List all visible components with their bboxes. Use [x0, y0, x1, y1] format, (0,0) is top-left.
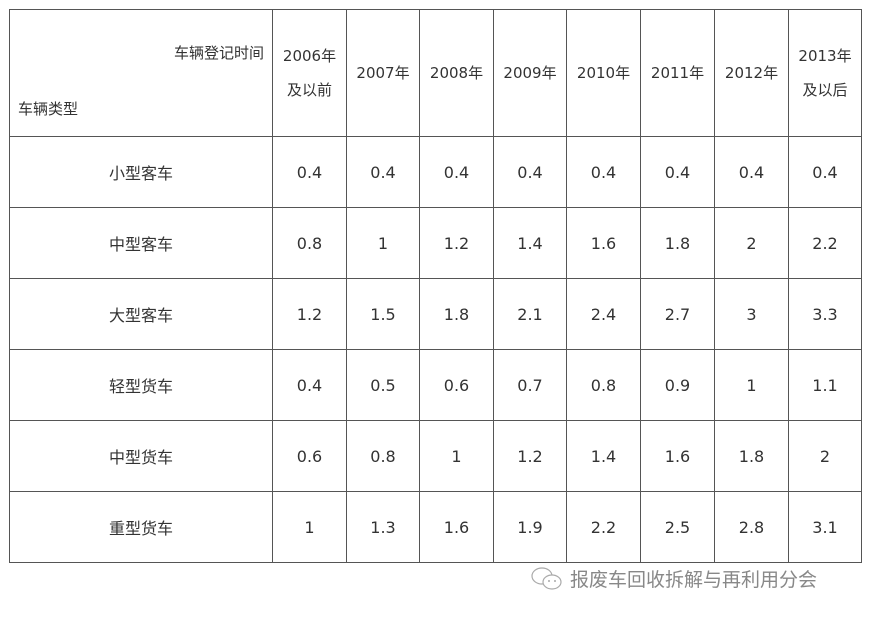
value-cell: 1	[346, 207, 420, 279]
value-cell: 2.1	[493, 278, 567, 350]
column-header: 2012年	[714, 9, 789, 137]
value-cell: 2.2	[788, 207, 862, 279]
value-cell: 1	[272, 491, 347, 563]
vehicle-type-cell: 重型货车	[9, 491, 273, 563]
value-cell: 0.4	[714, 136, 789, 208]
column-header-line: 2012年	[724, 64, 779, 82]
column-header-line: 及以后	[802, 81, 848, 99]
vehicle-type-cell: 大型客车	[9, 278, 273, 350]
value-cell: 0.6	[419, 349, 494, 421]
column-header: 2013年及以后	[788, 9, 862, 137]
value-cell: 1.3	[346, 491, 420, 563]
value-cell: 2.7	[640, 278, 715, 350]
value-cell: 3.3	[788, 278, 862, 350]
column-header: 2006年及以前	[272, 9, 347, 137]
value-cell: 2.4	[566, 278, 641, 350]
value-cell: 2.5	[640, 491, 715, 563]
value-cell: 1.4	[566, 420, 641, 492]
value-cell: 1.4	[493, 207, 567, 279]
vehicle-type-cell: 中型客车	[9, 207, 273, 279]
value-cell: 2.8	[714, 491, 789, 563]
column-header-line: 及以前	[286, 81, 332, 99]
value-cell: 0.4	[788, 136, 862, 208]
watermark-text: 报废车回收拆解与再利用分会	[570, 569, 818, 591]
table-row: 小型客车 0.4 0.4 0.4 0.4 0.4 0.4 0.4 0.4	[9, 136, 862, 208]
value-cell: 0.8	[566, 349, 641, 421]
corner-header-cell: 车辆登记时间 车辆类型	[9, 9, 273, 137]
value-cell: 1.8	[714, 420, 789, 492]
value-cell: 3.1	[788, 491, 862, 563]
column-header-line: 2011年	[650, 64, 705, 82]
value-cell: 2	[714, 207, 789, 279]
column-header: 2010年	[566, 9, 641, 137]
column-header-line: 2013年	[798, 47, 852, 65]
column-header-line: 2007年	[356, 64, 410, 82]
value-cell: 1.2	[493, 420, 567, 492]
value-cell: 2.2	[566, 491, 641, 563]
registration-time-label: 车辆登记时间	[173, 44, 264, 62]
value-cell: 1.1	[788, 349, 862, 421]
value-cell: 1.6	[566, 207, 641, 279]
value-cell: 0.8	[272, 207, 347, 279]
value-cell: 0.6	[272, 420, 347, 492]
column-header: 2008年	[419, 9, 494, 137]
column-header: 2011年	[640, 9, 715, 137]
value-cell: 0.4	[566, 136, 641, 208]
value-cell: 0.4	[493, 136, 567, 208]
value-cell: 1.8	[640, 207, 715, 279]
value-cell: 1.9	[493, 491, 567, 563]
vehicle-type-cell: 中型货车	[9, 420, 273, 492]
column-header: 2009年	[493, 9, 567, 137]
watermark: 报废车回收拆解与再利用分会	[530, 565, 817, 592]
value-cell: 1.6	[419, 491, 494, 563]
value-cell: 0.4	[346, 136, 420, 208]
column-header-line: 2010年	[576, 64, 631, 82]
vehicle-type-cell: 轻型货车	[9, 349, 273, 421]
vehicle-type-label: 车辆类型	[18, 100, 79, 118]
vehicle-type-cell: 小型客车	[9, 136, 273, 208]
value-cell: 0.9	[640, 349, 715, 421]
value-cell: 0.5	[346, 349, 420, 421]
value-cell: 0.4	[272, 136, 347, 208]
table-row: 重型货车 1 1.3 1.6 1.9 2.2 2.5 2.8 3.1	[9, 491, 862, 563]
table-row: 轻型货车 0.4 0.5 0.6 0.7 0.8 0.9 1 1.1	[9, 349, 862, 421]
value-cell: 1	[419, 420, 494, 492]
wechat-icon	[531, 566, 562, 590]
value-cell: 1.8	[419, 278, 494, 350]
value-cell: 1.6	[640, 420, 715, 492]
value-cell: 1.2	[272, 278, 347, 350]
value-cell: 0.8	[346, 420, 420, 492]
table-row: 大型客车 1.2 1.5 1.8 2.1 2.4 2.7 3 3.3	[9, 278, 862, 350]
value-cell: 0.4	[419, 136, 494, 208]
column-header-line: 2008年	[429, 64, 484, 82]
table-row: 中型货车 0.6 0.8 1 1.2 1.4 1.6 1.8 2	[9, 420, 862, 492]
column-header-line: 2006年	[282, 47, 337, 65]
value-cell: 2	[788, 420, 862, 492]
value-cell: 1.2	[419, 207, 494, 279]
table-row: 中型客车 0.8 1 1.2 1.4 1.6 1.8 2 2.2	[9, 207, 862, 279]
column-header-line: 2009年	[503, 64, 557, 82]
value-cell: 1.5	[346, 278, 420, 350]
header-row: 车辆登记时间 车辆类型 2006年及以前 2007年 2008年 2009年 2010年…	[9, 9, 862, 137]
value-cell: 3	[714, 278, 789, 350]
value-cell: 1	[714, 349, 789, 421]
column-header: 2007年	[346, 9, 420, 137]
value-cell: 0.7	[493, 349, 567, 421]
scrap-rate-table: 车辆登记时间 车辆类型 2006年及以前 2007年 2008年 2009年 2010年…	[9, 9, 862, 563]
value-cell: 0.4	[272, 349, 347, 421]
value-cell: 0.4	[640, 136, 715, 208]
